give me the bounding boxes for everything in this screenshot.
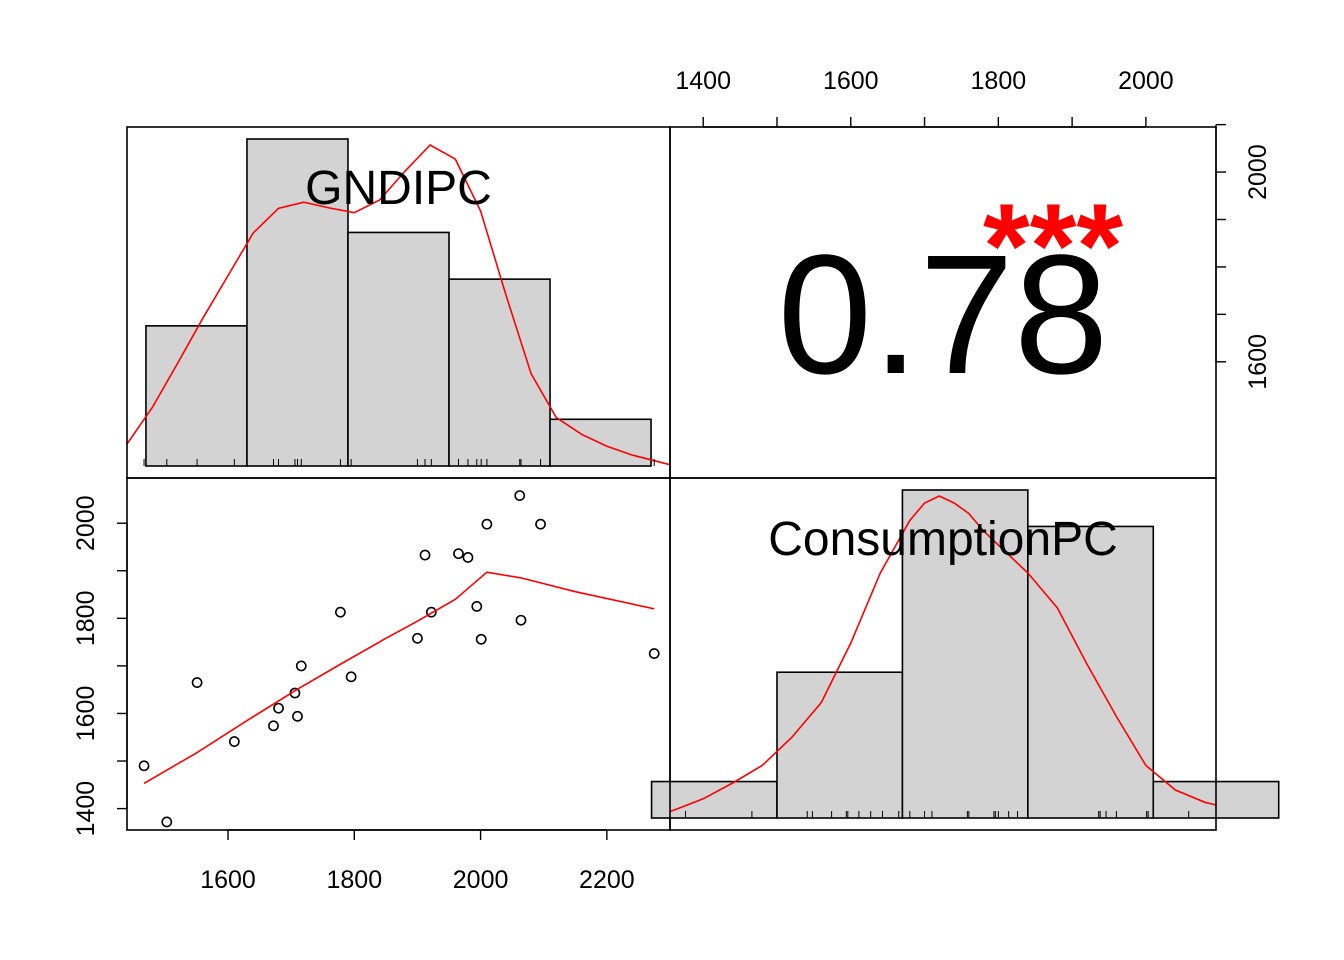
scatter-point bbox=[515, 614, 527, 626]
histogram-bar bbox=[448, 278, 551, 467]
panel-histogram-consumptionpc: ConsumptionPC bbox=[650, 477, 1280, 831]
variable-label: ConsumptionPC bbox=[768, 513, 1118, 566]
scatter-point bbox=[648, 648, 660, 659]
scatter-point bbox=[228, 736, 240, 747]
histogram-bar bbox=[901, 489, 1029, 819]
scatter-point bbox=[295, 660, 307, 672]
scatter-point bbox=[471, 601, 483, 612]
scatter-point bbox=[425, 606, 437, 618]
top-tick-label: 2000 bbox=[1118, 67, 1174, 95]
y-tick-label-consumption: 2000 bbox=[72, 495, 100, 551]
scatter-point bbox=[462, 552, 474, 563]
histogram-bar bbox=[650, 780, 778, 819]
density-curve bbox=[127, 143, 670, 466]
histogram-bar bbox=[145, 325, 248, 467]
panel-histogram-gndipc: GNDIPC bbox=[126, 126, 671, 479]
variable-label: GNDIPC bbox=[305, 162, 492, 215]
scatter-point bbox=[412, 632, 423, 644]
y-tick-label-consumption: 1800 bbox=[72, 591, 100, 647]
panel-correlation: 0.78*** bbox=[669, 126, 1217, 479]
histogram-bar bbox=[776, 671, 904, 819]
x-tick-label-gndipc: 1800 bbox=[326, 866, 382, 894]
smooth-line bbox=[143, 571, 655, 785]
top-tick-label: 1400 bbox=[675, 67, 731, 95]
scatter-point bbox=[292, 710, 303, 722]
histogram-bar bbox=[246, 138, 349, 467]
right-tick-label: 1600 bbox=[1244, 334, 1272, 390]
scatter-point bbox=[514, 490, 526, 501]
scatter-point bbox=[335, 606, 346, 618]
histogram-bar bbox=[347, 231, 450, 467]
scatter-point bbox=[481, 518, 493, 530]
panel-scatter bbox=[126, 477, 671, 831]
right-tick-label: 2000 bbox=[1244, 144, 1272, 200]
scatter-point bbox=[475, 633, 487, 645]
y-tick-label-consumption: 1600 bbox=[72, 686, 100, 742]
histogram-bar bbox=[1027, 525, 1155, 819]
significance-stars: *** bbox=[983, 179, 1123, 313]
outer-axes: 1600 1800 2000 2200 1400 1600 1800 2000 1400 1600… bbox=[72, 67, 1272, 894]
scatter-point bbox=[273, 702, 284, 714]
scatter-point bbox=[191, 677, 203, 688]
panel-frame bbox=[126, 477, 671, 831]
scatter-point bbox=[138, 760, 150, 772]
x-tick-label-gndipc: 2200 bbox=[579, 866, 635, 894]
x-tick-label-gndipc: 2000 bbox=[453, 866, 509, 894]
scatter-point bbox=[161, 816, 173, 828]
x-tick-label-gndipc: 1600 bbox=[200, 866, 256, 894]
scatter-point bbox=[268, 720, 279, 732]
panel-frame bbox=[669, 477, 1217, 831]
scatter-point bbox=[535, 518, 546, 530]
scatter-point bbox=[453, 548, 464, 560]
density-curve bbox=[670, 495, 1216, 813]
top-tick-label: 1800 bbox=[971, 67, 1027, 95]
scatter-point bbox=[419, 549, 431, 561]
correlation-value: 0.78 bbox=[778, 220, 1109, 410]
scatter-point bbox=[345, 671, 357, 683]
top-tick-label: 1600 bbox=[823, 67, 879, 95]
y-tick-label-consumption: 1400 bbox=[72, 781, 100, 837]
